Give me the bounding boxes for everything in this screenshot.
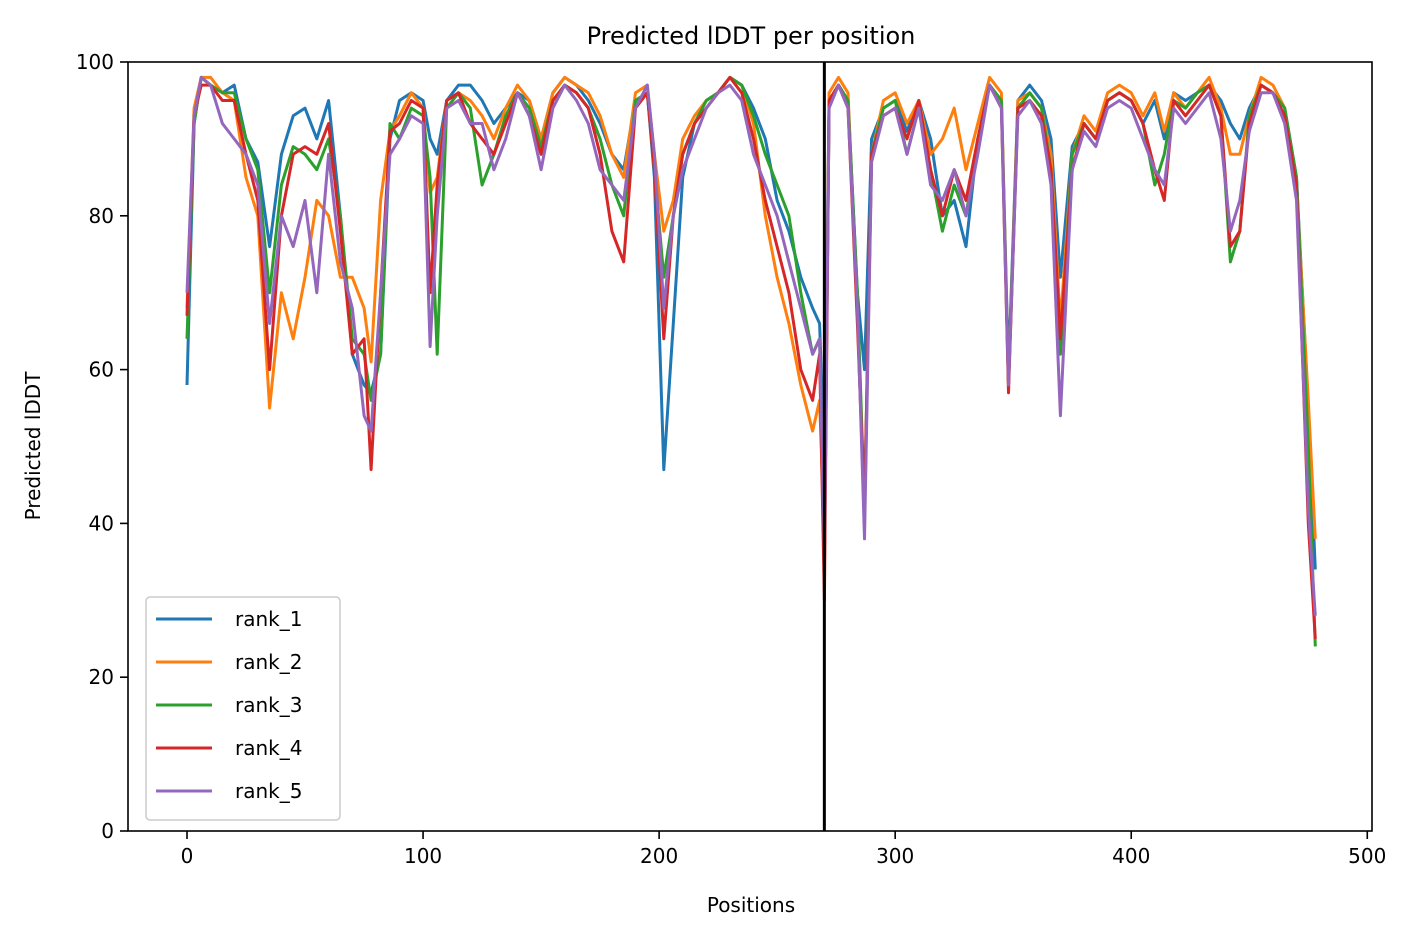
y-axis-label: Predicted lDDT [21,371,45,521]
y-tick-label: 60 [89,358,114,382]
legend-label: rank_1 [235,607,302,631]
y-axis-ticks: 0 20 40 60 80 100 [76,50,128,843]
legend-box [145,596,341,821]
y-tick-label: 80 [89,204,114,228]
y-tick-label: 0 [101,819,114,843]
legend-label: rank_2 [235,650,302,674]
legend-label: rank_3 [235,693,302,717]
legend: rank_1 rank_2 rank_3 rank_4 rank_5 [145,596,341,821]
x-tick-label: 300 [876,844,914,868]
x-tick-label: 200 [640,844,678,868]
series-layer [185,75,1317,647]
x-tick-label: 500 [1348,844,1386,868]
y-tick-label: 100 [76,50,114,74]
chart-title: Predicted lDDT per position [587,22,916,50]
y-tick-label: 20 [89,665,114,689]
plot-frame [127,61,1373,832]
x-tick-label: 100 [404,844,442,868]
x-tick-label: 400 [1112,844,1150,868]
y-tick-label: 40 [89,511,114,535]
x-axis-label: Positions [707,893,795,917]
legend-label: rank_4 [235,736,302,760]
x-axis-ticks: 0 100 200 300 400 500 [181,831,1386,868]
x-tick-label: 0 [181,844,194,868]
series-line-rank-5 [185,75,1317,616]
legend-label: rank_5 [235,779,302,803]
